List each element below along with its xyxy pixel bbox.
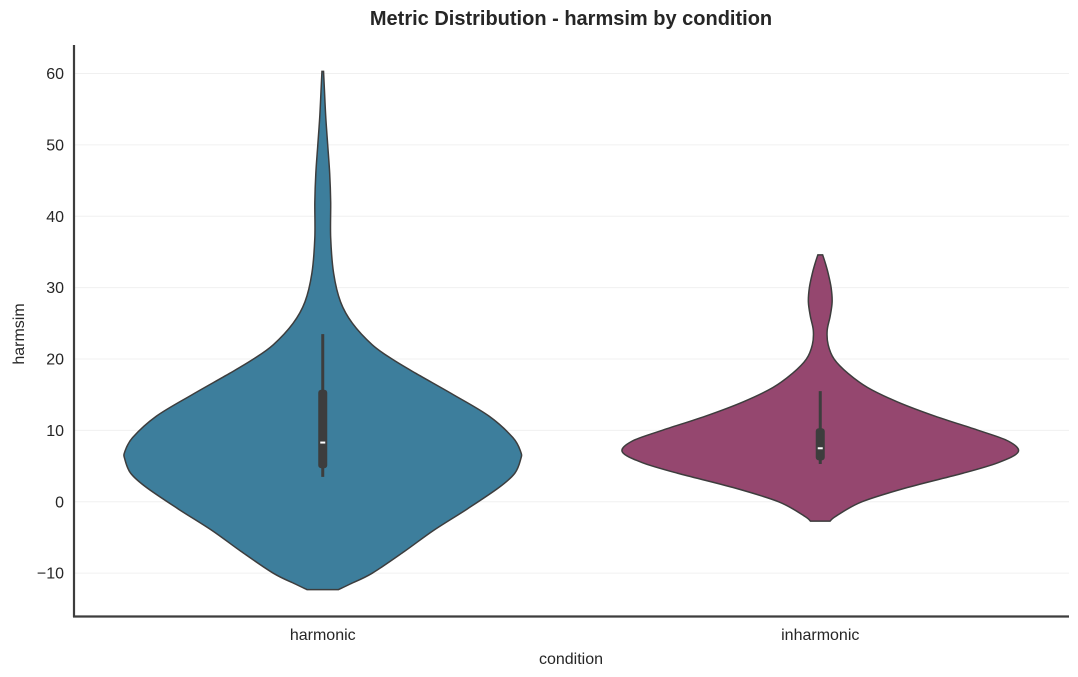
x-tick-label: inharmonic xyxy=(781,627,859,644)
y-tick-label: 10 xyxy=(46,423,64,440)
iqr-box-inharmonic xyxy=(815,428,825,461)
y-tick-label: 20 xyxy=(46,352,64,369)
y-axis-label: harmsim xyxy=(11,303,28,364)
violins xyxy=(123,70,1020,591)
y-tick-label: 30 xyxy=(46,280,64,297)
y-tick-label: 40 xyxy=(46,209,64,226)
y-tick-label: −10 xyxy=(37,566,64,583)
box-markers xyxy=(318,334,825,477)
chart-title: Metric Distribution - harmsim by conditi… xyxy=(370,8,772,30)
y-tick-label: 0 xyxy=(55,494,64,511)
y-tick-labels: −10 0 10 20 30 40 50 60 xyxy=(37,66,64,583)
median-marker-harmonic xyxy=(320,441,326,444)
y-tick-label: 50 xyxy=(46,137,64,154)
y-tick-label: 60 xyxy=(46,66,64,83)
x-axis-label: condition xyxy=(539,651,603,668)
violin-inharmonic xyxy=(621,254,1020,522)
x-tick-labels: harmonic inharmonic xyxy=(290,627,860,644)
x-tick-label: harmonic xyxy=(290,627,356,644)
median-marker-inharmonic xyxy=(817,447,823,450)
violin-harmonic xyxy=(123,70,523,591)
iqr-box-harmonic xyxy=(318,389,328,469)
